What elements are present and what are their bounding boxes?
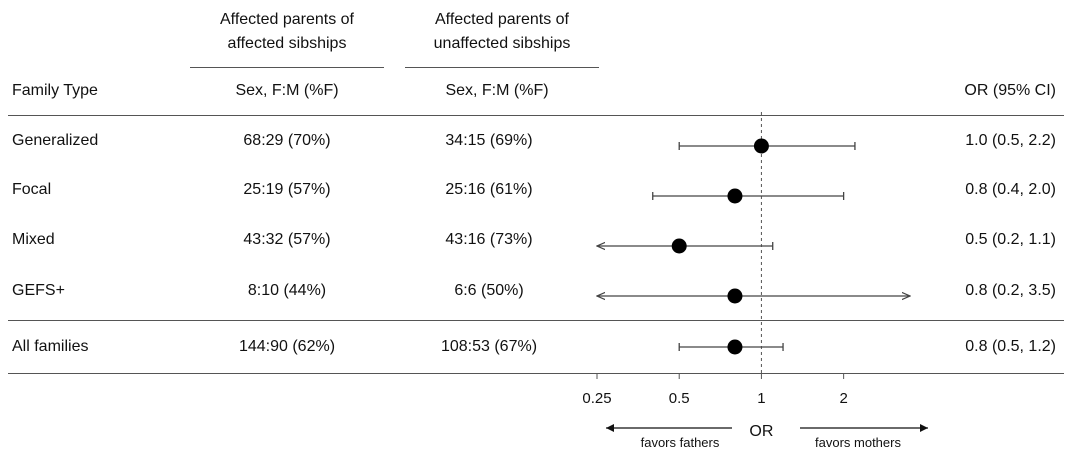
row-or-generalized: 1.0 (0.5, 2.2) — [965, 132, 1056, 149]
row-unaffected-all: 108:53 (67%) — [440, 338, 538, 355]
row-or-gefs: 0.8 (0.2, 3.5) — [965, 282, 1056, 299]
group-header-unaffected-line1: Affected parents of — [434, 11, 569, 28]
point-estimate-2 — [671, 238, 687, 254]
group-underline-affected — [190, 67, 384, 68]
row-affected-focal: 25:19 (57%) — [243, 181, 331, 198]
x-axis-label: OR — [749, 423, 773, 440]
row-unaffected-focal: 25:16 (61%) — [445, 181, 533, 198]
column-header-or: OR (95% CI) — [964, 82, 1056, 99]
row-family-all: All families — [12, 338, 89, 355]
total-rule — [8, 320, 1064, 321]
row-family-gefs: GEFS+ — [12, 282, 65, 299]
bottom-rule — [8, 373, 1064, 374]
group-underline-unaffected — [405, 67, 599, 68]
point-estimate-4 — [727, 339, 743, 355]
x-tick-label-3: 2 — [839, 390, 847, 407]
row-or-focal: 0.8 (0.4, 2.0) — [965, 181, 1056, 198]
column-header-family-type: Family Type — [12, 82, 98, 99]
x-tick-label-2: 1 — [757, 390, 765, 407]
favors-mothers-label: favors mothers — [815, 435, 901, 450]
row-family-mixed: Mixed — [12, 231, 55, 248]
column-header-sex-unaffected: Sex, F:M (%F) — [445, 82, 549, 99]
group-header-unaffected-line2: unaffected sibships — [433, 35, 571, 52]
row-family-focal: Focal — [12, 181, 52, 198]
x-tick-label-1: 0.5 — [669, 390, 690, 407]
point-estimate-3 — [727, 288, 743, 304]
row-unaffected-generalized: 34:15 (69%) — [445, 132, 533, 149]
row-or-mixed: 0.5 (0.2, 1.1) — [965, 231, 1056, 248]
column-header-sex-affected: Sex, F:M (%F) — [235, 82, 339, 99]
row-affected-gefs: 8:10 (44%) — [247, 282, 327, 299]
row-family-generalized: Generalized — [12, 132, 99, 149]
favors-fathers-label: favors fathers — [641, 435, 720, 450]
row-affected-generalized: 68:29 (70%) — [243, 132, 331, 149]
point-estimate-0 — [753, 138, 769, 154]
group-header-affected-line1: Affected parents of — [219, 11, 354, 28]
group-header-affected-line2: affected sibships — [227, 35, 347, 52]
row-unaffected-mixed: 43:16 (73%) — [445, 231, 533, 248]
row-unaffected-gefs: 6:6 (50%) — [454, 282, 524, 299]
x-tick-label-0: 0.25 — [582, 390, 611, 407]
row-or-all: 0.8 (0.5, 1.2) — [965, 338, 1056, 355]
header-rule — [8, 115, 1064, 116]
point-estimate-1 — [727, 188, 743, 204]
row-affected-all: 144:90 (62%) — [238, 338, 336, 355]
row-affected-mixed: 43:32 (57%) — [243, 231, 331, 248]
